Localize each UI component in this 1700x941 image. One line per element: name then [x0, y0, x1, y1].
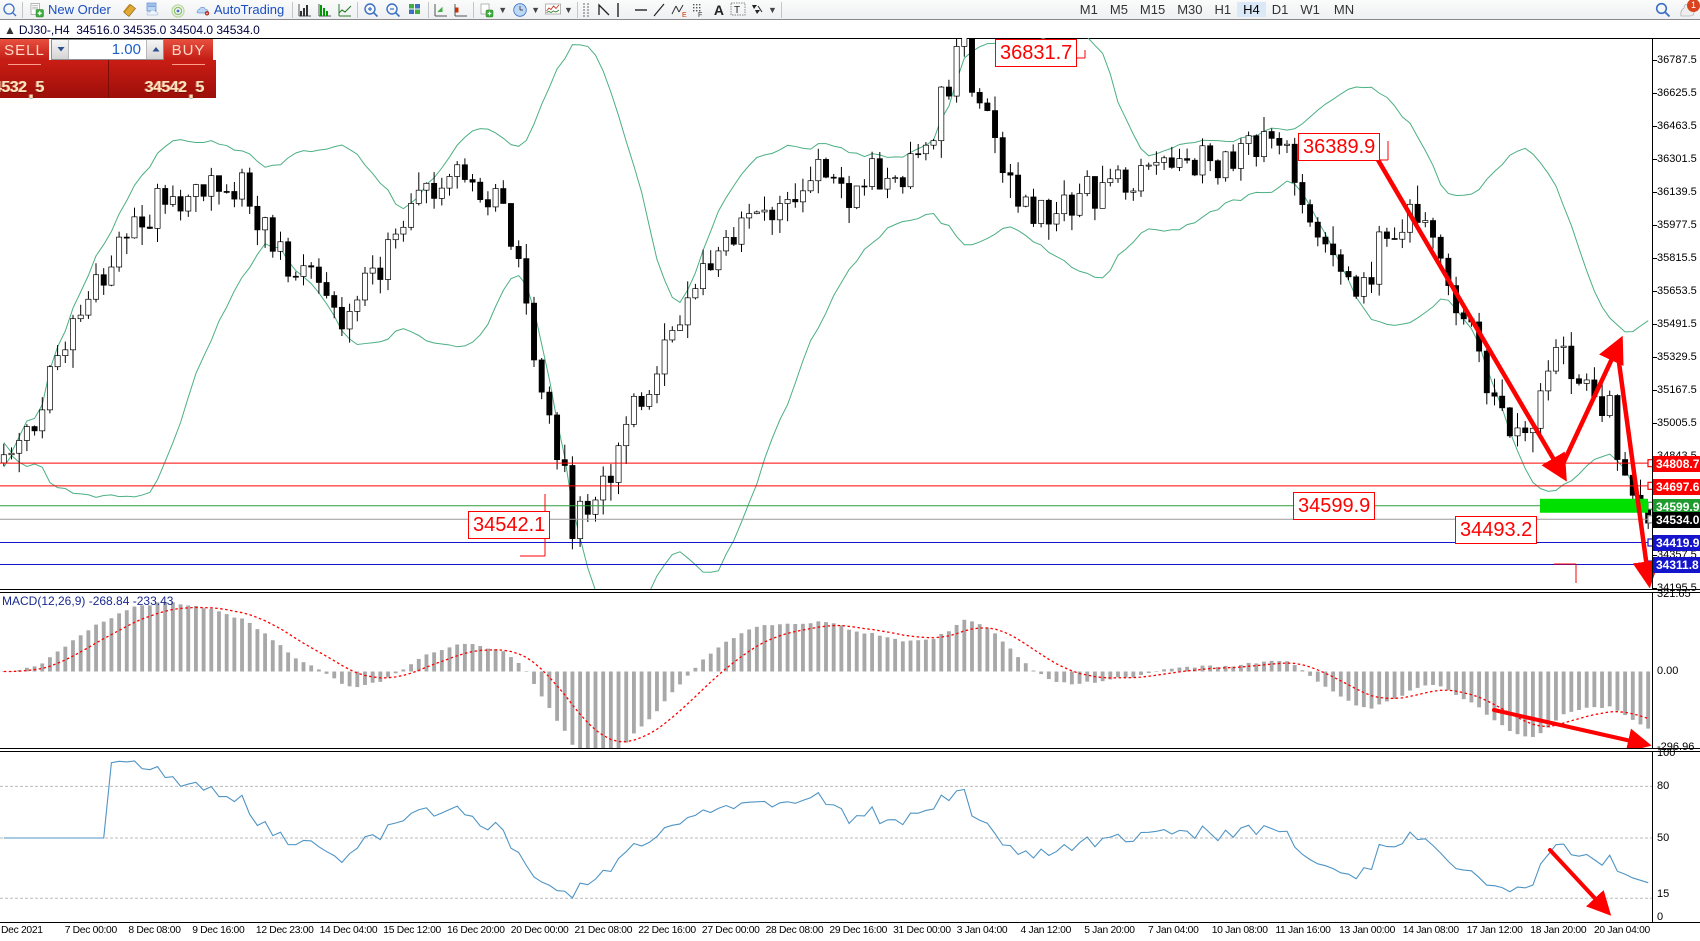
svg-text:F: F [698, 12, 702, 18]
svg-text:E: E [682, 12, 687, 18]
svg-text:T: T [734, 5, 740, 16]
